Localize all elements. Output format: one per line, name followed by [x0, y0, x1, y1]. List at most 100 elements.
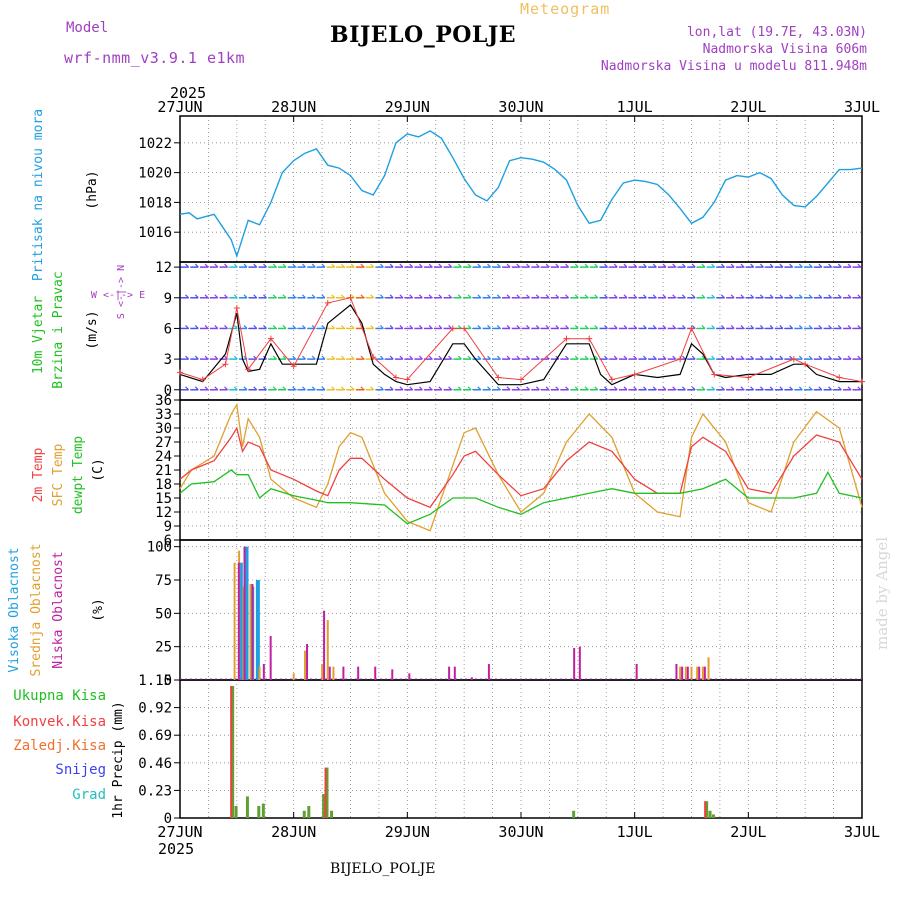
wind-barb-head — [467, 355, 472, 360]
model-name: wrf-nmm_v3.9.1 e1km — [64, 49, 246, 67]
wind-barb-head — [769, 263, 774, 268]
temp-dew-line — [179, 469, 863, 525]
wind-barb-head — [720, 325, 725, 329]
wind-barb-head — [623, 355, 628, 360]
wind-barb-head — [467, 386, 472, 391]
y-tick-label: 1020 — [138, 166, 172, 182]
wind-barb-head — [740, 355, 745, 360]
precip-bar — [302, 810, 306, 818]
wind-barb-head — [769, 355, 774, 360]
wind-barb-head — [701, 325, 706, 329]
y-tick-label: 24 — [155, 449, 172, 465]
wind-barb-head — [672, 325, 677, 329]
cloud-bar-mid — [684, 666, 687, 680]
wind-barb-head — [418, 263, 423, 268]
wind-barb-head — [467, 263, 472, 268]
wind-barb-head — [457, 263, 462, 268]
wind-barb-head — [740, 325, 745, 329]
wind-barb-head — [779, 355, 784, 360]
wind-barb-head — [409, 386, 414, 391]
cloud-bar-high — [244, 546, 249, 680]
wind-barb-head — [428, 294, 433, 299]
wind-barb-head — [789, 386, 794, 391]
wind-barb-head — [545, 386, 550, 391]
wind-barb-head — [214, 355, 219, 360]
precip-bar — [245, 796, 249, 818]
wind-barb-head — [701, 355, 706, 360]
cloud-bar-mid — [304, 650, 307, 680]
wind-barb-head — [253, 263, 258, 268]
wind-barb-head — [282, 263, 287, 268]
wind-barb-head — [555, 386, 560, 391]
wind-barb-head — [828, 355, 832, 360]
precip-bar — [325, 767, 329, 818]
wind-barb-head — [652, 355, 657, 360]
wind-barb-head — [496, 325, 501, 329]
wind-gust-marker — [324, 299, 331, 306]
cloud-bar-low — [342, 666, 345, 680]
wind-barb-head — [584, 294, 589, 299]
wind-barb-head — [584, 263, 589, 268]
wind-gust-marker — [518, 376, 524, 383]
y-tick-label: 1.15 — [138, 673, 172, 689]
wind-barb-head — [613, 294, 618, 299]
wind-barb-head — [730, 355, 735, 360]
wind-barb-head — [613, 325, 618, 329]
cloud-bar-low — [698, 666, 701, 680]
cloud-low-title: Niska Oblacnost — [51, 551, 66, 668]
wind-gust-marker — [461, 325, 468, 332]
wind-barb-head — [272, 263, 277, 268]
wind-barb-head — [837, 386, 842, 391]
wind-barb-head — [584, 325, 589, 329]
model-label: Model — [66, 20, 109, 36]
wind-barb-head — [194, 294, 199, 299]
wind-barb-head — [341, 263, 345, 268]
wind-barb-head — [818, 294, 823, 299]
y-tick-label: 27 — [155, 435, 172, 451]
y-tick-label: 0.69 — [138, 728, 172, 744]
wind-barb-head — [360, 355, 365, 360]
wind-barb-head — [662, 355, 667, 360]
temp-2m-title: 2m Temp — [31, 447, 46, 502]
wind-barb-head — [594, 294, 599, 299]
cloud-bar-mid — [332, 666, 335, 680]
wind-barb-head — [204, 263, 209, 268]
x-tick-label-top: 3JUL — [844, 98, 880, 116]
wind-barb-head — [233, 294, 238, 299]
cloud-bar-low — [703, 666, 706, 680]
wind-gust-marker — [495, 374, 502, 381]
wind-barb-head — [535, 294, 540, 299]
wind-gust-marker — [404, 376, 411, 383]
wind-barb-head — [574, 386, 579, 391]
wind-barb-head — [740, 294, 745, 299]
precip-bar — [234, 806, 238, 818]
wind-barb-head — [662, 386, 667, 391]
wind-barb-head — [633, 294, 638, 299]
wind-barb-head — [204, 294, 209, 299]
wind-barb-head — [467, 294, 472, 299]
wind-barb-head — [477, 355, 482, 360]
y-tick-label: 0.46 — [138, 756, 172, 772]
wind-barb-head — [526, 355, 530, 360]
y-tick-label: 6 — [164, 533, 172, 549]
cloud-mid-title: Srednja Oblacnost — [29, 543, 44, 676]
wind-barb-head — [399, 263, 404, 268]
wind-barb-head — [399, 355, 404, 360]
precip-bar — [307, 806, 311, 818]
wind-gust-marker — [745, 374, 752, 381]
wind-barb-head — [828, 263, 832, 268]
wind-barb-head — [331, 294, 336, 299]
wind-barb-head — [263, 263, 267, 268]
wind-barb-head — [496, 294, 501, 299]
precip-bar — [708, 810, 712, 818]
wind-barb-head — [399, 386, 404, 391]
wind-barb-head — [857, 325, 862, 329]
wind-barb-head — [701, 263, 706, 268]
wind-barb-head — [535, 386, 540, 391]
wind-barb-head — [798, 263, 803, 268]
precip-legend-item: Snijeg — [55, 762, 106, 778]
cloud-bar-mid — [696, 666, 699, 680]
wind-barb-head — [321, 325, 326, 329]
wind-barb-head — [204, 386, 209, 391]
